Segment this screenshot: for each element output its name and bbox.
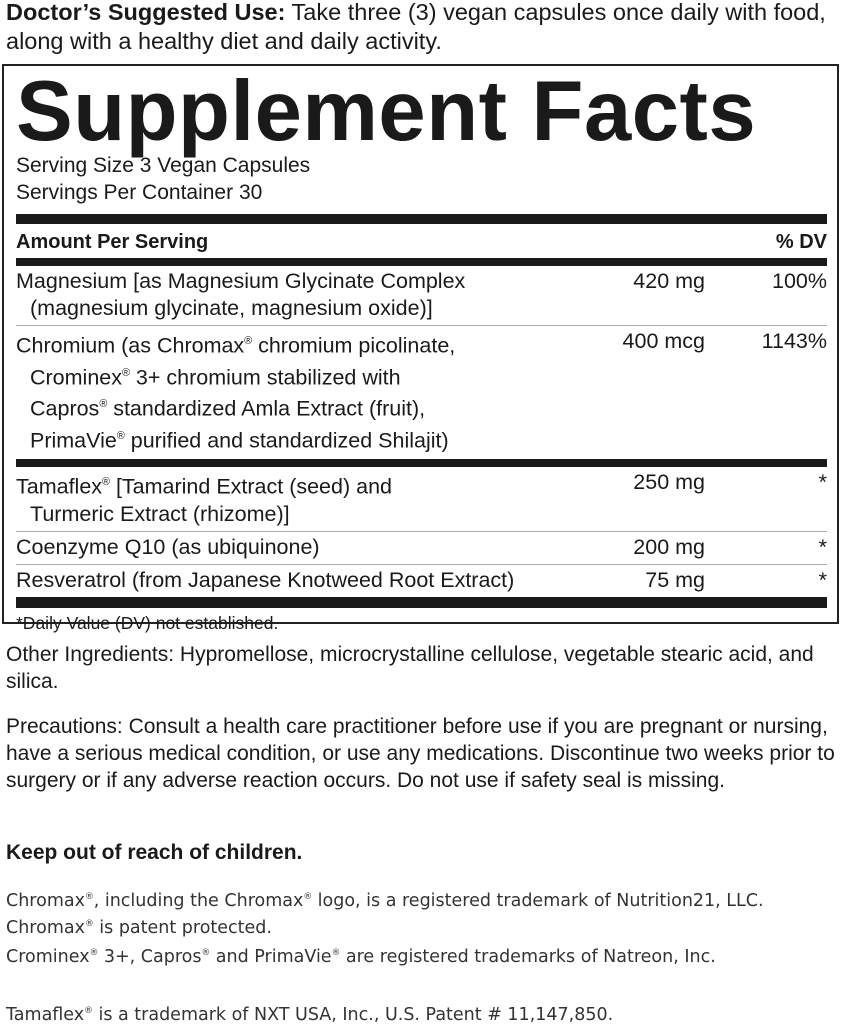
name-line: Tamaflex® [Tamarind Extract (seed) and — [16, 474, 392, 499]
serving-size: Serving Size 3 Vegan Capsules — [16, 154, 311, 177]
thick-divider — [16, 214, 827, 224]
footnote: *Daily Value (DV) not established. — [16, 612, 279, 633]
name-line: PrimaVie® purified and standardized Shil… — [30, 428, 449, 453]
suggested-use-label: Doctor’s Suggested Use: — [6, 0, 286, 25]
medium-divider — [16, 258, 827, 266]
trademark-note: Chromax®, including the Chromax® logo, i… — [6, 891, 764, 938]
ingredient-name: Resveratrol (from Japanese Knotweed Root… — [16, 567, 585, 594]
panel-title: Supplement Facts — [16, 64, 757, 159]
trademark-note: Tamaflex® is a trademark of NXT USA, Inc… — [6, 1005, 614, 1025]
ingredient-name: Chromium (as Chromax® chromium picolinat… — [16, 328, 585, 454]
warning: Keep out of reach of children. — [6, 841, 303, 864]
thin-divider — [16, 563, 827, 565]
ingredient-name: Coenzyme Q10 (as ubiquinone) — [16, 534, 585, 561]
name-line: Turmeric Extract (rhizome)] — [30, 501, 290, 526]
name-line: Magnesium [as Magnesium Glycinate Comple… — [16, 269, 466, 293]
thin-divider — [16, 530, 827, 532]
name-line: Coenzyme Q10 (as ubiquinone) — [16, 534, 320, 559]
table-row: Coenzyme Q10 (as ubiquinone) 200 mg * — [16, 532, 827, 564]
table-row: Tamaflex® [Tamarind Extract (seed) and Tu… — [16, 467, 827, 531]
ingredient-name: Tamaflex® [Tamarind Extract (seed) and Tu… — [16, 469, 585, 528]
name-line: (magnesium glycinate, magnesium oxide)] — [30, 296, 433, 320]
trademark-note: Crominex® 3+, Capros® and PrimaVie® are … — [6, 947, 716, 967]
precautions: Precautions: Consult a health care pract… — [6, 715, 835, 792]
amount: 75 mg — [645, 567, 705, 592]
amount: 250 mg — [633, 470, 705, 495]
daily-value: 1143% — [761, 329, 827, 353]
name-line: Chromium (as Chromax® chromium picolinat… — [16, 333, 456, 358]
name-line: Capros® standardized Amla Extract (fruit… — [30, 396, 426, 421]
thin-divider — [16, 325, 827, 326]
other-ingredients: Other Ingredients: Hypromellose, microcr… — [6, 643, 814, 693]
daily-value: * — [818, 470, 827, 495]
header-amount: Amount Per Serving — [16, 231, 209, 253]
ingredient-name: Magnesium [as Magnesium Glycinate Comple… — [16, 268, 585, 322]
medium-divider — [16, 459, 827, 468]
name-line: Crominex® 3+ chromium stabilized with — [30, 365, 401, 390]
servings-per-container: Servings Per Container 30 — [16, 181, 263, 204]
table-header: Amount Per Serving % DV — [16, 228, 827, 256]
name-line: Resveratrol (from Japanese Knotweed Root… — [16, 567, 515, 592]
amount: 200 mg — [633, 534, 705, 559]
amount: 400 mcg — [622, 329, 705, 353]
amount: 420 mg — [633, 269, 705, 293]
suggested-use-text: Take three (3) vegan capsules once daily… — [6, 0, 826, 54]
table-row: Magnesium [as Magnesium Glycinate Comple… — [16, 266, 827, 325]
thick-divider — [16, 596, 827, 608]
daily-value: 100% — [772, 269, 827, 293]
suggested-use: Doctor’s Suggested Use: Take three (3) v… — [6, 0, 842, 56]
header-dv: % DV — [775, 231, 827, 253]
supplement-facts-panel: Supplement Facts Serving Size 3 Vegan Ca… — [2, 64, 839, 633]
daily-value: * — [818, 567, 827, 592]
table-row: Resveratrol (from Japanese Knotweed Root… — [16, 565, 827, 597]
daily-value: * — [818, 534, 827, 559]
table-row: Chromium (as Chromax® chromium picolinat… — [16, 326, 827, 457]
